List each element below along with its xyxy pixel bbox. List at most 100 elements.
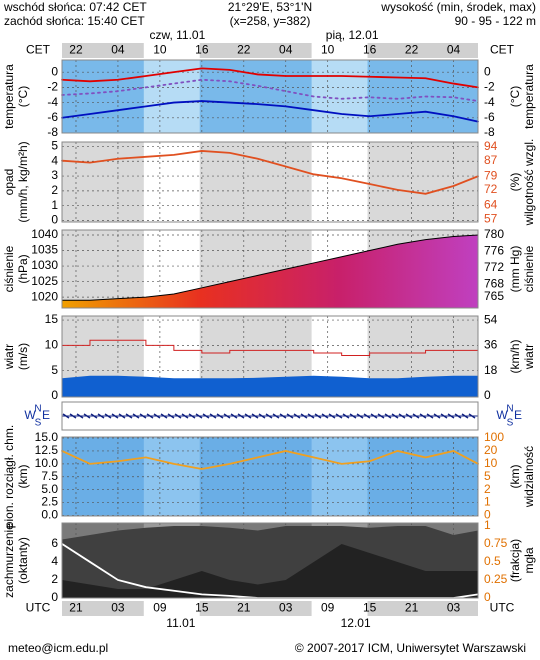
y-tick-label: 4	[51, 153, 58, 167]
direction-label: W	[24, 408, 36, 422]
y-tick-label: 1035	[31, 243, 58, 257]
wind-arrow	[398, 413, 406, 419]
y-axis-title: ciśnienie	[2, 245, 16, 292]
wind-arrow	[342, 413, 350, 419]
wind-arrow	[244, 413, 252, 419]
time-tick-label: 03	[279, 601, 293, 615]
time-tick-label: 03	[447, 601, 461, 615]
copyright: © 2007-2017 ICM, Uniwersytet Warszawski	[295, 641, 526, 655]
y-tick-label: 10	[45, 338, 59, 352]
daylight-band	[143, 601, 200, 616]
wind-arrow	[104, 413, 112, 419]
y2-tick-label: 768	[484, 277, 504, 291]
time-zone-label: UTC	[490, 601, 515, 615]
daylight-band	[311, 601, 368, 616]
area	[62, 375, 478, 397]
y-axis-title: (oktanty)	[16, 537, 30, 584]
daylight-band	[143, 142, 200, 222]
wind-arrow	[272, 413, 280, 419]
daylight-band	[143, 43, 200, 58]
y-tick-label: -4	[47, 95, 58, 109]
wind-arrow	[419, 413, 427, 419]
wind-arrow	[454, 413, 462, 419]
time-tick-label: 15	[363, 601, 377, 615]
y2-tick-label: 776	[484, 244, 504, 258]
y2-axis-title: (frakcja)	[508, 539, 522, 582]
time-tick-label: 22	[237, 43, 251, 57]
elevation: 90 - 95 - 122 m	[455, 14, 536, 28]
line	[61, 100, 479, 123]
wind-arrow	[279, 413, 287, 419]
y-tick-label: 4	[51, 554, 58, 568]
y2-tick-label: 64	[484, 198, 498, 212]
y-tick-label: -6	[47, 110, 58, 124]
email[interactable]: meteo@icm.edu.pl	[8, 641, 108, 655]
area	[62, 543, 478, 598]
time-tick-label: 04	[111, 43, 125, 57]
y2-tick-label: 0.25	[484, 572, 508, 586]
wind-arrow	[447, 413, 455, 419]
time-tick-label: 09	[321, 601, 335, 615]
y-tick-label: 0	[51, 388, 58, 402]
elevation-title: wysokość (min, środek, max)	[380, 0, 536, 14]
y-tick-label: 7.5	[41, 469, 58, 483]
y2-axis-title: wilgotność wzgl.	[522, 139, 536, 227]
time-tick-label: 21	[237, 601, 251, 615]
wind-arrow	[300, 413, 308, 419]
wind-arrow	[153, 413, 161, 419]
direction-label: E	[514, 408, 522, 422]
y2-tick-label: 780	[484, 227, 504, 241]
y2-tick-label: 87	[484, 153, 498, 167]
wind-arrow	[251, 413, 259, 419]
y-tick-label: 1020	[31, 289, 58, 303]
y2-tick-label: 36	[484, 338, 498, 352]
daylight-band	[143, 60, 200, 133]
y-axis-title: (mm/h, kg/m²h)	[16, 141, 30, 222]
time-zone-label: CET	[490, 43, 515, 57]
wind-arrow	[223, 413, 231, 419]
wind-arrow	[426, 413, 434, 419]
wind-arrow	[328, 413, 336, 419]
y2-tick-label: -4	[484, 95, 495, 109]
y-tick-label: 5	[51, 139, 58, 153]
y2-tick-label: 79	[484, 168, 498, 182]
panel-frame	[61, 401, 479, 431]
time-tick-label: 22	[405, 43, 419, 57]
y2-tick-label: -8	[484, 125, 495, 139]
y-tick-label: 1	[51, 198, 58, 212]
wind-arrow	[160, 413, 168, 419]
wind-arrow	[468, 413, 476, 419]
y2-axis-title: widzialność	[522, 446, 536, 508]
time-tick-label: 03	[111, 601, 125, 615]
wind-arrow	[433, 413, 441, 419]
y2-tick-label: 0	[484, 64, 491, 78]
direction-label: S	[507, 418, 514, 429]
line	[61, 67, 479, 89]
panel-frame	[61, 229, 479, 309]
y-tick-label: 3	[51, 168, 58, 182]
y2-axis-title: (km/h)	[508, 340, 522, 374]
y2-axis-title: ciśnienie	[522, 245, 536, 292]
y2-tick-label: 94	[484, 139, 498, 153]
time-zone-label: UTC	[26, 601, 51, 615]
wind-arrow	[321, 413, 329, 419]
wind-arrow	[370, 413, 378, 419]
wind-arrow	[356, 413, 364, 419]
y-tick-label: 5.0	[41, 482, 58, 496]
sunrise: wschód słońca: 07:42 CET	[3, 0, 147, 14]
time-zone-label: CET	[26, 43, 51, 57]
y2-axis-title: (km)	[508, 465, 522, 489]
wind-arrow	[118, 413, 126, 419]
time-tick-label: 10	[321, 43, 335, 57]
time-tick-label: 16	[363, 43, 377, 57]
time-tick-label: 22	[69, 43, 83, 57]
wind-arrow	[461, 413, 469, 419]
y-tick-label: 0	[51, 590, 58, 604]
date-label: czw, 11.01	[149, 28, 205, 42]
y2-tick-label: -2	[484, 80, 495, 94]
y2-axis-title: (%)	[508, 173, 522, 192]
y-tick-label: 0.0	[41, 508, 58, 522]
daylight-band	[311, 437, 368, 516]
direction-label: E	[42, 408, 50, 422]
y2-tick-label: 54	[484, 312, 498, 326]
